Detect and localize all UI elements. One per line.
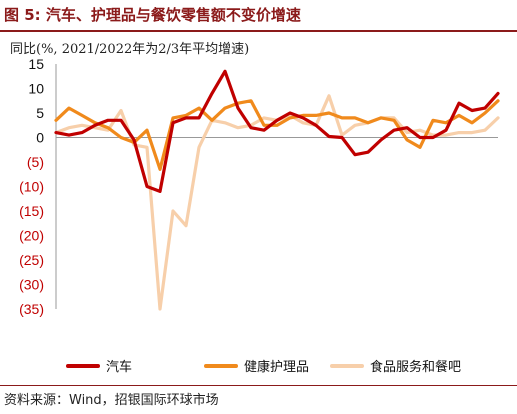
legend-item-2: 食品服务和餐吧: [330, 356, 461, 375]
chart-legend: 汽车 健康护理品 食品服务和餐吧: [0, 356, 517, 376]
figure-title: 图 5: 汽车、护理品与餐饮零售额不变价增速: [4, 6, 301, 24]
legend-swatch-2: [330, 363, 364, 368]
legend-label-0: 汽车: [106, 360, 133, 375]
legend-item-0: 汽车: [66, 356, 132, 375]
y-tick-label: (25): [19, 252, 44, 268]
legend-item-1: 健康护理品: [204, 356, 309, 375]
legend-label-2: 食品服务和餐吧: [370, 360, 462, 375]
line-chart: 15 10 5 0 (5) (10) (15) (20) (25) (30) (35): [19, 56, 500, 317]
y-tick-label: 10: [28, 81, 44, 97]
series-line-2: [54, 94, 500, 311]
legend-label-1: 健康护理品: [244, 360, 310, 375]
y-axis-label: 同比(%, 2021/2022年为2/3年平均增速): [10, 42, 250, 57]
legend-swatch-1: [204, 363, 238, 368]
y-tick-label: (20): [19, 228, 44, 244]
source-divider: [0, 385, 517, 386]
y-tick-label: (30): [19, 277, 44, 293]
series-line-0: [54, 69, 500, 193]
y-tick-label: (5): [27, 154, 44, 170]
y-tick-label: 5: [36, 105, 44, 121]
y-tick-label: (35): [19, 301, 44, 317]
legend-swatch-0: [66, 363, 100, 368]
y-tick-label: (15): [19, 203, 44, 219]
y-tick-label: 15: [28, 56, 44, 72]
y-tick-label: (10): [19, 179, 44, 195]
y-tick-label: 0: [36, 130, 44, 146]
source-note: 资料来源：Wind，招银国际环球市场: [4, 393, 219, 408]
title-divider: [0, 30, 517, 32]
